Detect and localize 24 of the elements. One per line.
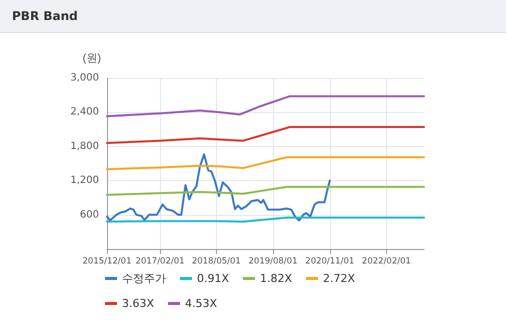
- x-tick-label: 2018/05/01: [192, 256, 241, 266]
- y-tick-label: 3,000: [70, 72, 99, 84]
- legend-label: 2.72X: [323, 272, 356, 285]
- line-series: [106, 186, 425, 196]
- y-tick-label: 1,800: [70, 140, 99, 152]
- line-series: [106, 156, 425, 170]
- y-tick-label: 600: [80, 209, 99, 220]
- line-series: [106, 153, 331, 222]
- chart-title: PBR Band: [12, 9, 78, 23]
- y-tick-label: 1,200: [70, 175, 99, 186]
- y-tick-label: 2,400: [70, 106, 99, 118]
- line-series: [106, 95, 425, 118]
- x-tick-label: 2019/08/01: [248, 256, 298, 266]
- line-series: [106, 126, 425, 144]
- legend-label: 3.63X: [122, 297, 154, 310]
- legend-label: 0.91X: [197, 272, 230, 285]
- y-axis-title: (원): [82, 52, 101, 64]
- legend-label: 수정주가: [122, 272, 166, 285]
- x-tick-label: 2020/11/01: [305, 256, 354, 266]
- legend-label: 4.53X: [185, 297, 218, 310]
- legend-label: 1.82X: [260, 272, 293, 285]
- x-tick-label: 2022/02/01: [362, 256, 411, 266]
- x-tick-label: 2017/02/01: [136, 256, 185, 266]
- x-tick-label: 2015/12/01: [82, 256, 132, 266]
